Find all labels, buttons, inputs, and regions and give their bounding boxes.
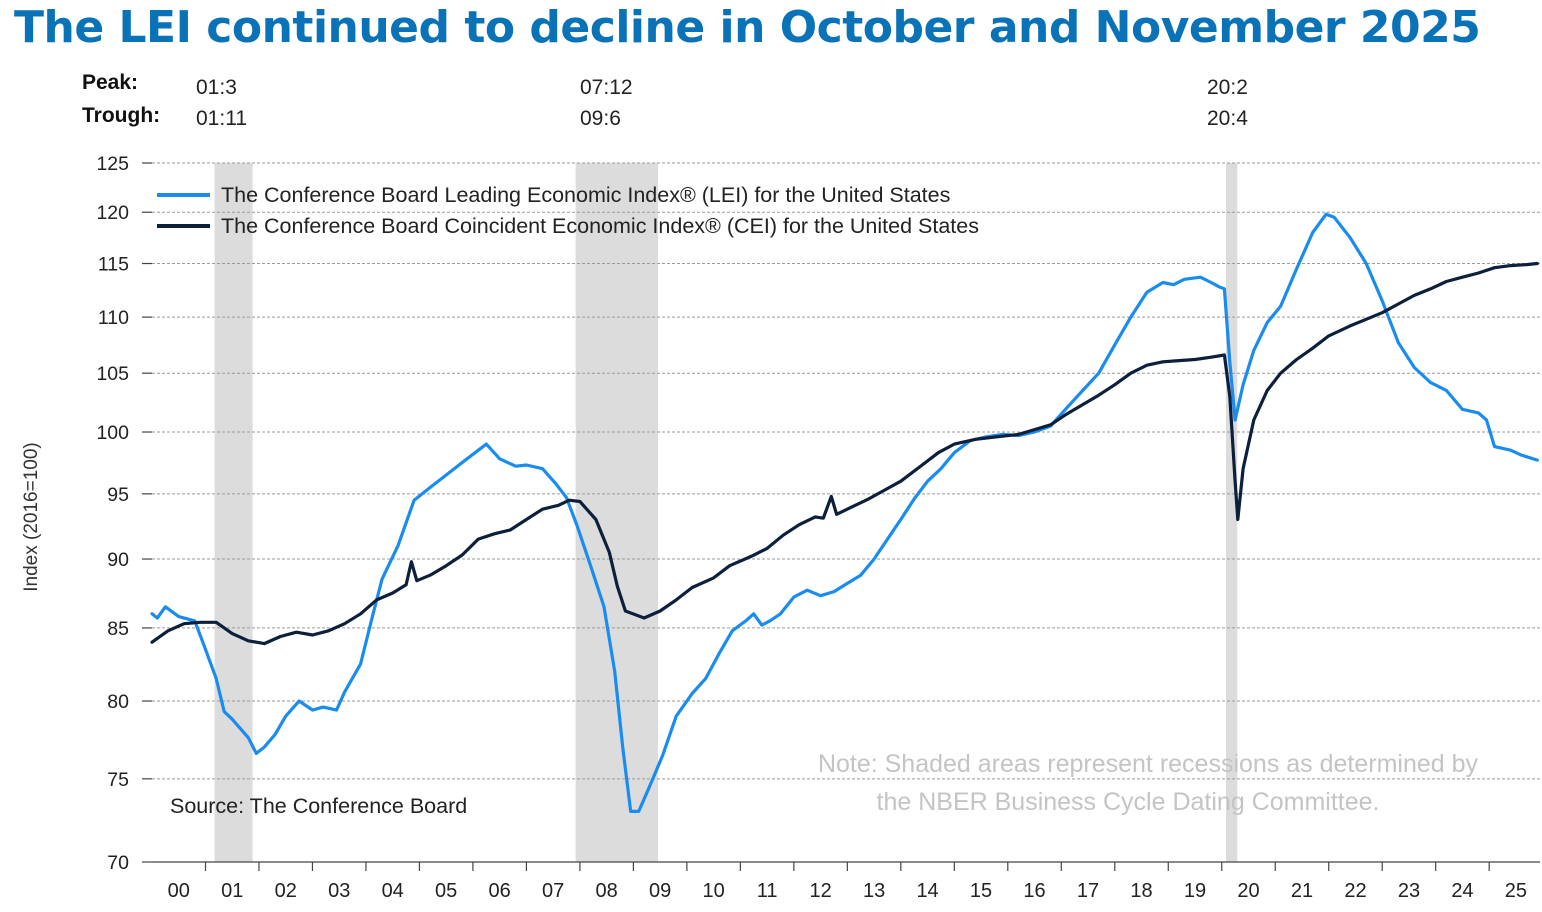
x-tick-label: 13 bbox=[863, 880, 885, 902]
gridlines bbox=[152, 162, 1540, 780]
x-tick-label: 22 bbox=[1344, 880, 1366, 902]
x-tick-label: 21 bbox=[1291, 880, 1313, 902]
axes: 125 120 115 110 105 100 95 90 85 80 75 70 00 01 02 03 04… bbox=[96, 153, 1540, 902]
y-tick-label: 95 bbox=[107, 484, 129, 506]
x-tick-label: 17 bbox=[1077, 880, 1099, 902]
y-axis-label: Index (2016=100) bbox=[21, 442, 42, 591]
y-tick-label: 100 bbox=[96, 422, 129, 444]
series-line-cei bbox=[150, 261, 1539, 646]
x-tick-label: 16 bbox=[1023, 880, 1045, 902]
trough-label: Trough: bbox=[82, 104, 161, 127]
peak-date-3: 20:2 bbox=[1207, 76, 1248, 99]
series-layer bbox=[150, 212, 1539, 813]
peak-label: Peak: bbox=[82, 71, 139, 94]
source-note: Source: The Conference Board bbox=[170, 794, 467, 818]
x-tick-label: 06 bbox=[489, 880, 511, 902]
x-tick-label: 12 bbox=[809, 880, 831, 902]
recession-shading-layer bbox=[214, 163, 1238, 862]
x-tick-label: 19 bbox=[1184, 880, 1206, 902]
y-tick-label: 105 bbox=[96, 363, 129, 385]
page-title: The LEI continued to decline in October … bbox=[14, 2, 1481, 53]
trough-date-1: 01:11 bbox=[196, 107, 247, 130]
x-tick-label: 09 bbox=[649, 880, 671, 902]
trough-date-3: 20:4 bbox=[1207, 107, 1248, 130]
recession-band-1 bbox=[214, 163, 253, 862]
x-tick-label: 05 bbox=[435, 880, 457, 902]
trough-date-2: 09:6 bbox=[580, 107, 621, 130]
recession-band-3 bbox=[1226, 163, 1238, 862]
series-line-lei bbox=[150, 212, 1539, 813]
x-tick-label: 10 bbox=[702, 880, 724, 902]
x-tick-label: 11 bbox=[757, 880, 778, 902]
peak-date-1: 01:3 bbox=[196, 76, 237, 99]
recession-note-line-2: the NBER Business Cycle Dating Committee… bbox=[877, 788, 1380, 816]
y-tick-label: 110 bbox=[98, 307, 129, 329]
x-tick-label: 24 bbox=[1451, 880, 1473, 902]
legend-label-lei: The Conference Board Leading Economic In… bbox=[221, 183, 950, 207]
y-tick-label: 115 bbox=[98, 254, 129, 276]
x-tick-label: 20 bbox=[1237, 880, 1259, 902]
recession-note-line-1: Note: Shaded areas represent recessions … bbox=[818, 750, 1479, 778]
x-tick-label: 00 bbox=[168, 880, 190, 902]
y-tick-label: 80 bbox=[107, 691, 129, 713]
legend: The Conference Board Leading Economic In… bbox=[157, 183, 979, 238]
x-tick-label: 25 bbox=[1505, 880, 1527, 902]
y-tick-label: 85 bbox=[107, 618, 129, 640]
x-tick-label: 23 bbox=[1398, 880, 1420, 902]
y-tick-label: 70 bbox=[107, 852, 129, 874]
x-tick-label: 03 bbox=[328, 880, 350, 902]
x-tick-label: 08 bbox=[596, 880, 618, 902]
x-tick-label: 15 bbox=[970, 880, 992, 902]
x-tick-label: 14 bbox=[916, 880, 938, 902]
legend-label-cei: The Conference Board Coincident Economic… bbox=[221, 214, 979, 238]
y-tick-label: 75 bbox=[107, 769, 129, 791]
x-tick-label: 18 bbox=[1130, 880, 1152, 902]
y-tick-label: 125 bbox=[96, 153, 129, 175]
x-tick-label: 04 bbox=[382, 880, 404, 902]
y-tick-label: 120 bbox=[96, 202, 129, 224]
x-tick-label: 01 bbox=[221, 880, 243, 902]
y-tick-label: 90 bbox=[107, 549, 129, 571]
peak-date-2: 07:12 bbox=[580, 76, 633, 99]
x-tick-label: 07 bbox=[542, 880, 564, 902]
x-tick-label: 02 bbox=[275, 880, 297, 902]
